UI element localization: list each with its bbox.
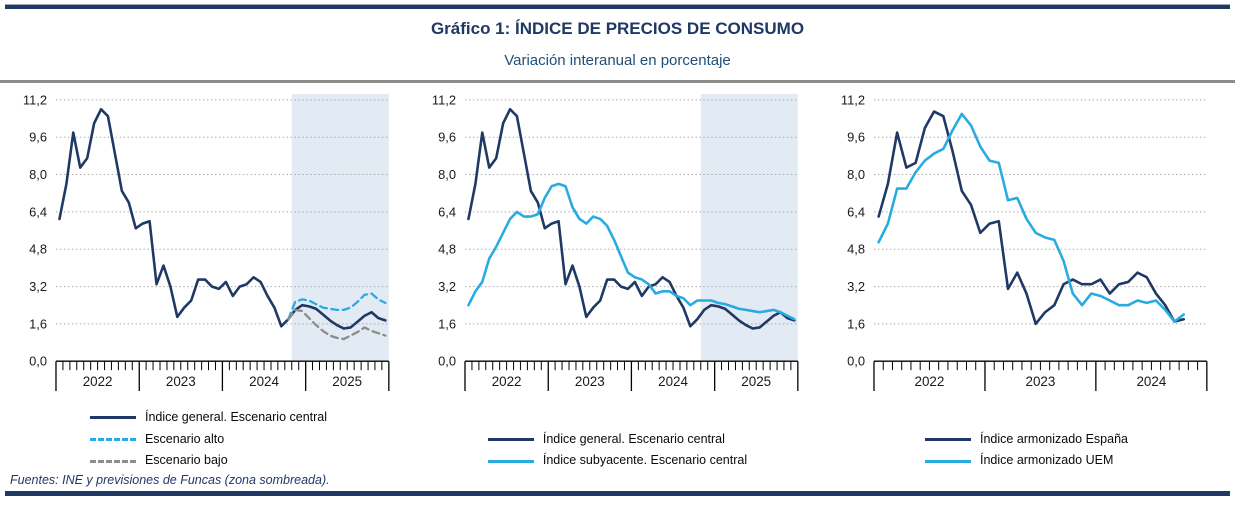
y-tick-label: 0,0 bbox=[847, 354, 865, 369]
y-tick-label: 4,8 bbox=[847, 242, 865, 257]
y-tick-label: 1,6 bbox=[438, 316, 456, 331]
y-tick-label: 11,2 bbox=[432, 92, 456, 107]
legend-subyacente: Índice general. Escenario central Índice… bbox=[487, 398, 748, 468]
page-title: Gráfico 1: ÍNDICE DE PRECIOS DE CONSUMO bbox=[430, 19, 805, 38]
y-tick-label: 3,2 bbox=[29, 279, 47, 294]
line-sample-solid-cyan-icon bbox=[924, 459, 971, 463]
y-tick-label: 0,0 bbox=[29, 354, 47, 369]
x-axis-year-label: 2024 bbox=[1136, 374, 1166, 389]
y-tick-label: 11,2 bbox=[23, 92, 47, 107]
series-line-1 bbox=[287, 292, 387, 321]
x-axis-year-label: 2023 bbox=[575, 374, 605, 389]
y-tick-label: 9,6 bbox=[438, 130, 456, 145]
legend-escenarios: Índice general. Escenario central Escena… bbox=[89, 398, 328, 468]
y-tick-label: 9,6 bbox=[29, 130, 47, 145]
line-sample-solid-navy-icon bbox=[924, 437, 971, 441]
source-note: Fuentes: INE y previsiones de Funcas (zo… bbox=[10, 473, 330, 487]
y-tick-label: 3,2 bbox=[438, 279, 456, 294]
y-tick-label: 11,2 bbox=[841, 92, 865, 107]
legend-armonizado: Índice armonizado España Índice armoniza… bbox=[924, 398, 1128, 468]
legend-item: Escenario alto bbox=[89, 431, 327, 447]
legend-item: Índice armonizado UEM bbox=[924, 453, 1128, 468]
series-line-1 bbox=[467, 182, 796, 321]
line-sample-solid-navy-icon bbox=[89, 416, 136, 420]
legend-label: Índice armonizado España bbox=[979, 431, 1128, 446]
y-tick-label: 8,0 bbox=[847, 167, 865, 182]
legend-label: Índice subyacente. Escenario central bbox=[542, 453, 748, 468]
series-line-0 bbox=[58, 107, 387, 330]
header-divider-line bbox=[0, 80, 1235, 83]
y-tick-label: 0,0 bbox=[438, 354, 456, 369]
y-tick-label: 4,8 bbox=[438, 242, 456, 257]
y-tick-label: 6,4 bbox=[847, 204, 865, 219]
series-line-0 bbox=[877, 110, 1185, 326]
chart-armonizado: 0,0 1,6 3,2 4,8 6,4 8,0 9,6 11,2 2022 2023 2024 Ín… bbox=[822, 86, 1231, 468]
legend-label: Escenario alto bbox=[144, 431, 225, 446]
y-tick-label: 6,4 bbox=[29, 204, 47, 219]
x-axis-year-label: 2024 bbox=[658, 374, 688, 389]
x-axis-year-label: 2024 bbox=[249, 374, 279, 389]
x-axis-year-label: 2025 bbox=[741, 374, 771, 389]
y-tick-label: 1,6 bbox=[29, 316, 47, 331]
y-tick-label: 8,0 bbox=[29, 167, 47, 182]
y-tick-label: 9,6 bbox=[847, 130, 865, 145]
legend-item: Escenario bajo bbox=[89, 453, 327, 468]
legend-item: Índice armonizado España bbox=[924, 431, 1128, 447]
chart-canvas-armonizado: 0,0 1,6 3,2 4,8 6,4 8,0 9,6 11,2 2022 2023 2024 bbox=[841, 92, 1208, 392]
legend-label: Índice general. Escenario central bbox=[542, 431, 725, 446]
legend-item: Índice general. Escenario central bbox=[487, 431, 747, 447]
forecast-shaded-region bbox=[291, 93, 389, 361]
x-axis-year-label: 2022 bbox=[83, 374, 113, 389]
line-sample-dashed-cyan-icon bbox=[89, 437, 136, 441]
legend-label: Escenario bajo bbox=[144, 453, 228, 468]
y-tick-label: 4,8 bbox=[29, 242, 47, 257]
x-axis-year-label: 2022 bbox=[492, 374, 522, 389]
x-axis-year-label: 2023 bbox=[166, 374, 196, 389]
x-axis-year-label: 2025 bbox=[332, 374, 362, 389]
series-line-0 bbox=[467, 107, 796, 330]
chart-canvas-escenarios: 0,0 1,6 3,2 4,8 6,4 8,0 9,6 11,2 2022 2023 2024 202… bbox=[23, 92, 390, 392]
chart-general-subyacente: 0,0 1,6 3,2 4,8 6,4 8,0 9,6 11,2 2022 2023 2024 202… bbox=[413, 86, 822, 468]
bottom-border-line bbox=[5, 491, 1230, 496]
line-sample-dashed-gray-icon bbox=[89, 459, 136, 463]
chart-ipc-escenarios: 0,0 1,6 3,2 4,8 6,4 8,0 9,6 11,2 2022 2023 2024 202… bbox=[4, 86, 413, 468]
legend-item: Índice general. Escenario central bbox=[89, 409, 328, 425]
charts-row: 0,0 1,6 3,2 4,8 6,4 8,0 9,6 11,2 2022 2023 2024 202… bbox=[0, 83, 1235, 468]
forecast-shaded-region bbox=[700, 93, 798, 361]
y-tick-label: 1,6 bbox=[847, 316, 865, 331]
legend-label: Índice general. Escenario central bbox=[144, 409, 328, 424]
line-sample-solid-cyan-icon bbox=[487, 459, 534, 463]
x-axis-year-label: 2022 bbox=[915, 374, 945, 389]
legend-label: Índice armonizado UEM bbox=[979, 453, 1114, 468]
series-line-1 bbox=[877, 112, 1185, 323]
line-sample-solid-navy-icon bbox=[487, 437, 534, 441]
y-tick-label: 3,2 bbox=[847, 279, 865, 294]
legend-item: Índice subyacente. Escenario central bbox=[487, 453, 748, 468]
page-subtitle: Variación interanual en porcentaje bbox=[504, 52, 731, 69]
chart-canvas-subyacente: 0,0 1,6 3,2 4,8 6,4 8,0 9,6 11,2 2022 2023 2024 202… bbox=[432, 92, 799, 392]
series-line-2 bbox=[287, 308, 387, 341]
y-tick-label: 6,4 bbox=[438, 204, 456, 219]
top-border-line bbox=[5, 4, 1230, 9]
y-tick-label: 8,0 bbox=[438, 167, 456, 182]
x-axis-year-label: 2023 bbox=[1025, 374, 1055, 389]
